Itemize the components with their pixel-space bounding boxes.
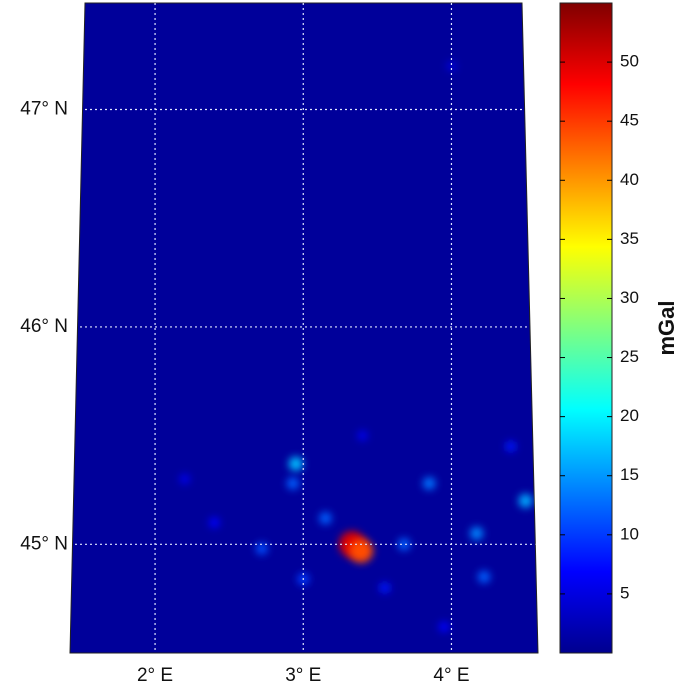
anomaly	[477, 570, 491, 584]
anomaly	[179, 473, 190, 485]
colorbar-tick-label: 30	[620, 288, 639, 307]
anomaly	[286, 477, 300, 490]
anomaly	[446, 61, 457, 71]
lon-tick-label: 4° E	[433, 665, 469, 686]
anomaly	[357, 430, 368, 441]
colorbar-label: mGal	[654, 300, 679, 355]
graticule	[70, 3, 538, 653]
anomaly	[319, 512, 332, 525]
map-area	[69, 2, 539, 654]
colorbar-tick-label: 45	[620, 111, 639, 130]
anomaly	[288, 456, 303, 471]
colorbar-tick-label: 50	[620, 52, 639, 71]
lat-tick-label: 46° N	[20, 316, 68, 337]
colorbar-tick-label: 25	[620, 347, 639, 366]
anomaly	[209, 517, 220, 528]
lon-tick-label: 2° E	[137, 665, 173, 686]
colorbar-tick-label: 5	[620, 583, 629, 602]
anomaly	[255, 542, 268, 555]
anomaly	[505, 441, 517, 452]
colorbar-tick-label: 10	[620, 524, 639, 543]
colorbar-tick-label: 20	[620, 406, 639, 425]
anomaly	[422, 477, 436, 490]
anomaly-layer	[179, 61, 533, 633]
anomaly	[438, 621, 450, 633]
colorbar-tick-label: 15	[620, 465, 639, 484]
anomaly	[397, 538, 411, 551]
colorbar	[559, 2, 613, 654]
lat-tick-label: 47° N	[20, 99, 68, 120]
anomaly	[470, 526, 484, 540]
anomaly	[349, 538, 374, 563]
anomaly	[518, 493, 533, 508]
anomaly	[379, 582, 391, 594]
lat-tick-label: 45° N	[20, 533, 68, 554]
colorbar-tick-label: 35	[620, 229, 639, 248]
lon-tick-label: 3° E	[285, 665, 321, 686]
colorbar-tick-label: 40	[620, 170, 639, 189]
